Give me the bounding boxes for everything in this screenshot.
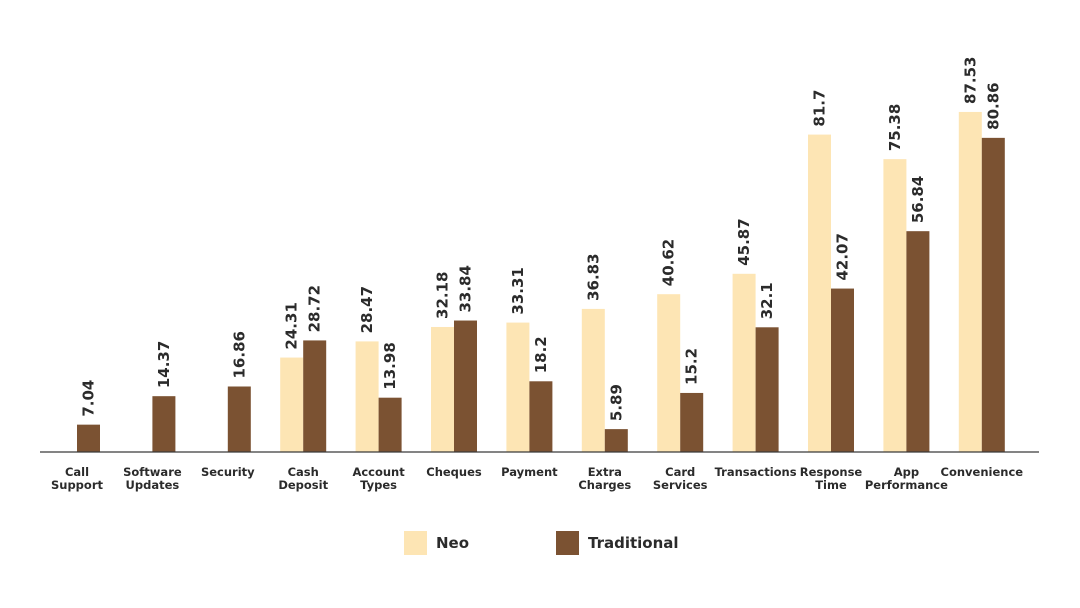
- value-label-neo-cash-deposit: 24.31: [283, 302, 301, 349]
- category-label-line: Call: [65, 465, 89, 479]
- value-label-traditional-extra-charges: 5.89: [607, 384, 625, 421]
- category-label-line: Card: [665, 465, 695, 479]
- legend-label-neo: Neo: [436, 534, 469, 552]
- category-label-line: App: [894, 465, 919, 479]
- value-label-traditional-call-support: 7.04: [80, 380, 98, 417]
- category-label-convenience: Convenience: [941, 465, 1024, 479]
- category-label-payment: Payment: [501, 465, 558, 479]
- legend: Neo Traditional: [404, 531, 679, 555]
- legend-swatch-neo: [404, 531, 427, 555]
- category-label-line: Account: [352, 465, 405, 479]
- value-label-neo-account-types: 28.47: [358, 286, 376, 333]
- value-label-neo-extra-charges: 36.83: [584, 253, 602, 300]
- bar-neo-cheques: [431, 326, 454, 452]
- value-label-traditional-cheques: 33.84: [457, 265, 475, 312]
- bar-neo-extra-charges: [581, 308, 605, 452]
- value-label-neo-payment: 33.31: [509, 267, 527, 314]
- bar-traditional-response-time: [831, 288, 854, 452]
- value-label-neo-card-services: 40.62: [660, 239, 678, 286]
- category-label-cash-deposit: Cash Deposit: [278, 465, 328, 492]
- bar-traditional-security: [227, 386, 251, 452]
- value-label-neo-app-performance: 75.38: [886, 104, 904, 151]
- category-label-line: Cash: [288, 465, 319, 479]
- category-label-line: Types: [360, 478, 397, 492]
- category-label-line: Support: [51, 478, 104, 492]
- category-label-line: Cheques: [426, 465, 482, 479]
- category-label-line: Transactions: [715, 465, 797, 479]
- bar-neo-payment: [506, 322, 530, 452]
- bar-traditional-call-support: [77, 424, 100, 452]
- category-label-line: Software: [123, 465, 182, 479]
- value-label-traditional-convenience: 80.86: [984, 82, 1002, 129]
- bar-traditional-software-updates: [152, 396, 176, 452]
- category-label-security: Security: [201, 465, 255, 479]
- bar-traditional-transactions: [755, 327, 779, 452]
- bar-traditional-account-types: [378, 397, 402, 452]
- bar-traditional-payment: [529, 381, 553, 452]
- value-label-neo-response-time: 81.7: [811, 90, 829, 127]
- category-label-software-updates: Software Updates: [123, 465, 182, 492]
- bar-neo-response-time: [808, 134, 831, 452]
- bar-neo-card-services: [657, 294, 681, 452]
- category-label-line: Payment: [501, 465, 558, 479]
- value-label-neo-convenience: 87.53: [961, 56, 979, 103]
- category-label-transactions: Transactions: [715, 465, 797, 479]
- value-labels-group: 7.04 14.37 16.86 24.31 28.72 28.47 13.98 32.18 3…: [80, 56, 1003, 421]
- category-label-line: Services: [653, 478, 708, 492]
- bar-traditional-extra-charges: [604, 429, 628, 452]
- category-label-line: Extra: [588, 465, 622, 479]
- category-label-line: Response: [800, 465, 863, 479]
- bar-traditional-card-services: [680, 392, 704, 452]
- category-label-line: Convenience: [941, 465, 1024, 479]
- value-label-traditional-cash-deposit: 28.72: [306, 285, 324, 332]
- bar-neo-transactions: [732, 273, 756, 452]
- bar-traditional-cheques: [454, 320, 477, 452]
- category-label-line: Performance: [865, 478, 948, 492]
- category-labels-group: Call Support Software Updates Security Cash De…: [51, 465, 1023, 492]
- bars-group: [77, 111, 1005, 453]
- category-label-account-types: Account Types: [352, 465, 405, 492]
- category-label-response-time: Response Time: [800, 465, 863, 492]
- category-label-cheques: Cheques: [426, 465, 482, 479]
- bar-neo-convenience: [958, 111, 982, 452]
- category-label-line: Security: [201, 465, 255, 479]
- bar-traditional-app-performance: [906, 231, 930, 452]
- category-label-extra-charges: Extra Charges: [578, 465, 631, 492]
- category-label-card-services: Card Services: [653, 465, 708, 492]
- value-label-traditional-response-time: 42.07: [834, 233, 852, 280]
- value-label-neo-cheques: 32.18: [434, 272, 452, 319]
- value-label-traditional-account-types: 13.98: [381, 342, 399, 389]
- value-label-traditional-transactions: 32.1: [758, 282, 776, 319]
- category-label-line: Charges: [578, 478, 631, 492]
- category-label-line: Deposit: [278, 478, 328, 492]
- bar-neo-app-performance: [883, 159, 907, 453]
- legend-label-traditional: Traditional: [588, 534, 679, 552]
- bar-neo-account-types: [355, 341, 379, 452]
- legend-swatch-traditional: [556, 531, 579, 555]
- category-label-app-performance: App Performance: [865, 465, 948, 492]
- category-label-call-support: Call Support: [51, 465, 104, 492]
- value-label-traditional-payment: 18.2: [532, 336, 550, 373]
- value-label-traditional-card-services: 15.2: [683, 348, 701, 385]
- value-label-neo-transactions: 45.87: [735, 218, 753, 265]
- value-label-traditional-software-updates: 14.37: [155, 341, 173, 388]
- category-label-line: Time: [815, 478, 847, 492]
- value-label-traditional-app-performance: 56.84: [909, 176, 927, 223]
- bar-traditional-convenience: [981, 137, 1005, 453]
- bar-neo-cash-deposit: [280, 357, 304, 452]
- value-label-traditional-security: 16.86: [230, 331, 248, 378]
- bar-traditional-cash-deposit: [303, 340, 327, 452]
- category-label-line: Updates: [126, 478, 180, 492]
